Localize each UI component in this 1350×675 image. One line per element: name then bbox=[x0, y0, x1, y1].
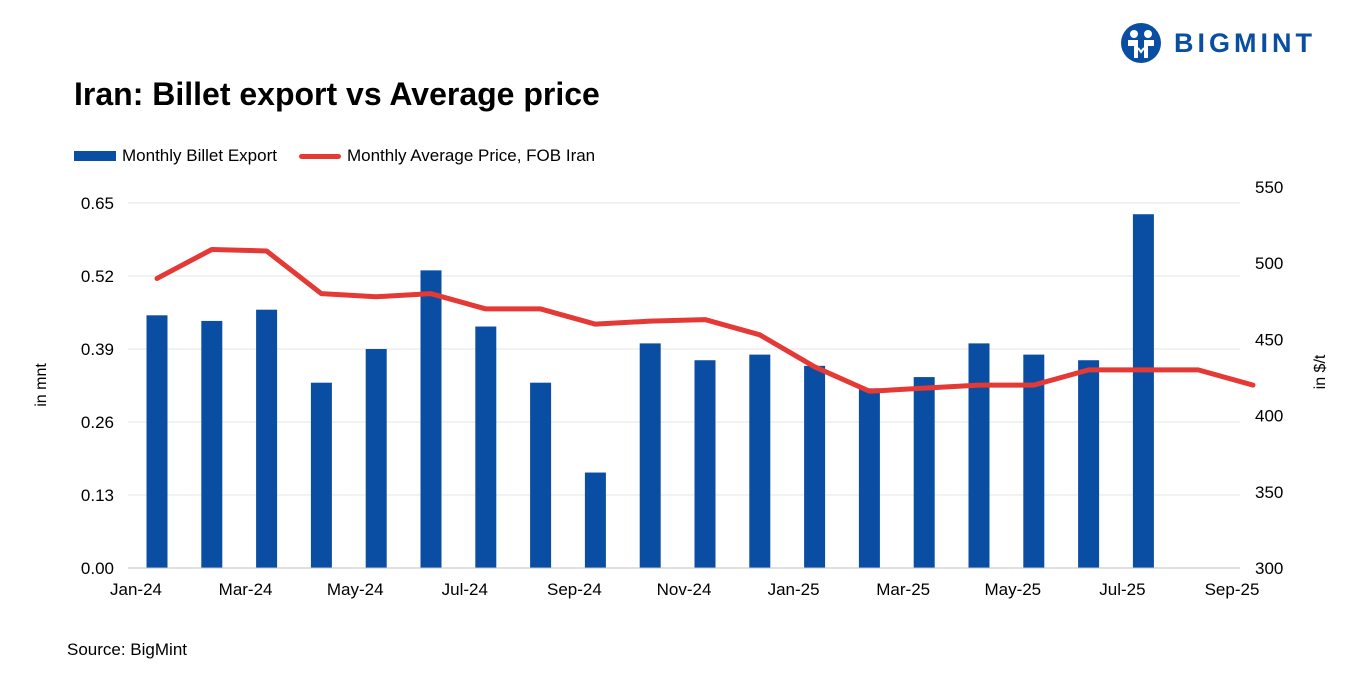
bar-Jun-25 bbox=[1078, 360, 1100, 568]
x-tick-label: Jan-24 bbox=[110, 580, 162, 599]
bar-Apr-25 bbox=[968, 343, 990, 568]
y-right-tick-label: 450 bbox=[1255, 330, 1283, 349]
x-tick-label: Sep-25 bbox=[1205, 580, 1260, 599]
bar-Nov-24 bbox=[694, 360, 716, 568]
bar-Jul-25 bbox=[1132, 214, 1154, 568]
bar-Dec-24 bbox=[749, 354, 771, 568]
bar-Mar-24 bbox=[256, 309, 278, 568]
x-tick-label: Jan-25 bbox=[768, 580, 820, 599]
x-tick-label: May-24 bbox=[327, 580, 384, 599]
y-left-tick-label: 0.26 bbox=[81, 413, 114, 432]
y-left-tick-label: 0.39 bbox=[81, 340, 114, 359]
brand-name: BIGMINT bbox=[1174, 27, 1316, 58]
y-right-tick-label: 550 bbox=[1255, 178, 1283, 197]
legend-item-export: Monthly Billet Export bbox=[74, 146, 277, 166]
x-tick-label: Nov-24 bbox=[657, 580, 712, 599]
bar-Jun-24 bbox=[420, 270, 442, 568]
y-right-tick-label: 350 bbox=[1255, 483, 1283, 502]
bar-May-25 bbox=[1023, 354, 1045, 568]
x-tick-label: Jul-25 bbox=[1099, 580, 1145, 599]
x-tick-label: Mar-25 bbox=[876, 580, 930, 599]
bar-Mar-25 bbox=[913, 377, 935, 568]
y-right-tick-label: 400 bbox=[1255, 407, 1283, 426]
bar-Feb-24 bbox=[201, 320, 223, 568]
bar-Jan-25 bbox=[804, 365, 826, 568]
bar-Sep-24 bbox=[584, 472, 606, 568]
x-tick-label: Jul-24 bbox=[442, 580, 488, 599]
bar-Feb-25 bbox=[858, 388, 880, 568]
bigmint-logo-icon bbox=[1121, 23, 1161, 63]
bar-Jan-24 bbox=[146, 315, 168, 568]
source-note: Source: BigMint bbox=[67, 640, 187, 659]
brand-logo: BIGMINT bbox=[1118, 22, 1316, 64]
bar-Apr-24 bbox=[310, 382, 332, 568]
y-left-tick-label: 0.52 bbox=[81, 267, 114, 286]
bar-May-24 bbox=[365, 349, 387, 568]
legend-item-price: Monthly Average Price, FOB Iran bbox=[298, 146, 596, 166]
bar-Oct-24 bbox=[639, 343, 661, 568]
y-left-tick-label: 0.65 bbox=[81, 194, 114, 213]
legend-bar-swatch bbox=[74, 151, 116, 161]
y-right-axis-label: in $/t bbox=[1312, 354, 1329, 389]
x-tick-label: Mar-24 bbox=[219, 580, 273, 599]
bar-Jul-24 bbox=[475, 326, 497, 568]
chart-title: Iran: Billet export vs Average price bbox=[74, 76, 600, 112]
chart-legend: Monthly Billet Export Monthly Average Pr… bbox=[74, 146, 617, 166]
y-left-tick-label: 0.00 bbox=[81, 559, 114, 578]
legend-line-label: Monthly Average Price, FOB Iran bbox=[346, 146, 596, 165]
y-right-tick-label: 300 bbox=[1255, 559, 1283, 578]
x-tick-label: Sep-24 bbox=[547, 580, 602, 599]
legend-bar-label: Monthly Billet Export bbox=[122, 146, 277, 165]
y-left-tick-label: 0.13 bbox=[81, 486, 114, 505]
y-right-tick-label: 500 bbox=[1255, 254, 1283, 273]
y-left-axis-label: in mnt bbox=[33, 363, 50, 407]
legend-line-swatch bbox=[298, 153, 341, 159]
x-tick-label: May-25 bbox=[984, 580, 1041, 599]
bar-Aug-24 bbox=[530, 382, 552, 568]
